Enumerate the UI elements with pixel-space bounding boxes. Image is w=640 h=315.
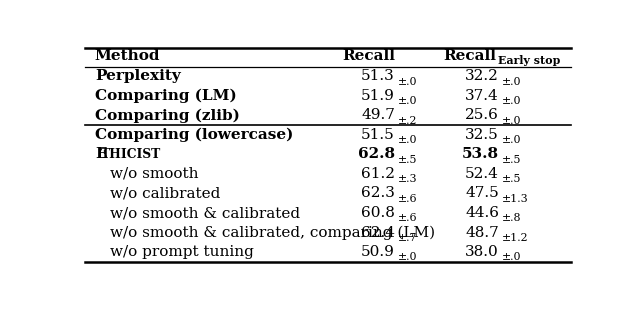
Text: w/o calibrated: w/o calibrated (110, 186, 220, 200)
Text: 47.5: 47.5 (465, 186, 499, 200)
Text: 32.5: 32.5 (465, 128, 499, 142)
Text: Comparing (zlib): Comparing (zlib) (95, 108, 240, 123)
Text: 60.8: 60.8 (361, 206, 395, 220)
Text: ±.2: ±.2 (397, 116, 417, 126)
Text: 62.3: 62.3 (361, 186, 395, 200)
Text: 62.8: 62.8 (358, 147, 395, 161)
Text: ±.5: ±.5 (502, 155, 521, 165)
Text: 38.0: 38.0 (465, 245, 499, 259)
Text: Comparing (LM): Comparing (LM) (95, 89, 237, 103)
Text: Early stop: Early stop (498, 55, 560, 66)
Text: THICIST: THICIST (101, 148, 161, 161)
Text: 25.6: 25.6 (465, 108, 499, 122)
Text: 53.8: 53.8 (462, 147, 499, 161)
Text: Recall: Recall (444, 49, 497, 63)
Text: 49.7: 49.7 (361, 108, 395, 122)
Text: w/o smooth & calibrated, comparing (LM): w/o smooth & calibrated, comparing (LM) (110, 225, 435, 240)
Text: ±.7: ±.7 (397, 233, 417, 243)
Text: ±1.2: ±1.2 (502, 233, 528, 243)
Text: 51.3: 51.3 (361, 69, 395, 83)
Text: 48.7: 48.7 (465, 226, 499, 239)
Text: 61.2: 61.2 (361, 167, 395, 181)
Text: ±.0: ±.0 (397, 96, 417, 106)
Text: ±.0: ±.0 (502, 116, 521, 126)
Text: w/o prompt tuning: w/o prompt tuning (110, 245, 253, 259)
Text: 51.5: 51.5 (361, 128, 395, 142)
Text: 50.9: 50.9 (361, 245, 395, 259)
Text: 52.4: 52.4 (465, 167, 499, 181)
Text: 44.6: 44.6 (465, 206, 499, 220)
Text: ±.5: ±.5 (397, 155, 417, 165)
Text: ±.0: ±.0 (502, 77, 521, 87)
Text: 37.4: 37.4 (465, 89, 499, 103)
Text: 62.4: 62.4 (361, 226, 395, 239)
Text: ±.8: ±.8 (502, 213, 521, 223)
Text: ±1.3: ±1.3 (502, 194, 529, 204)
Text: ±.0: ±.0 (397, 77, 417, 87)
Text: ±.6: ±.6 (397, 194, 417, 204)
Text: Comparing (lowercase): Comparing (lowercase) (95, 128, 293, 142)
Text: ±.0: ±.0 (397, 135, 417, 145)
Text: E: E (95, 147, 106, 161)
Text: ±.0: ±.0 (502, 135, 521, 145)
Text: ±.0: ±.0 (502, 252, 521, 262)
Text: Recall: Recall (342, 49, 395, 63)
Text: w/o smooth & calibrated: w/o smooth & calibrated (110, 206, 300, 220)
Text: ±.6: ±.6 (397, 213, 417, 223)
Text: w/o smooth: w/o smooth (110, 167, 198, 181)
Text: ±.0: ±.0 (502, 96, 521, 106)
Text: ±.5: ±.5 (502, 174, 521, 184)
Text: Method: Method (95, 49, 161, 63)
Text: ±.0: ±.0 (397, 252, 417, 262)
Text: ±.3: ±.3 (397, 174, 417, 184)
Text: Perplexity: Perplexity (95, 69, 180, 83)
Text: 51.9: 51.9 (361, 89, 395, 103)
Text: 32.2: 32.2 (465, 69, 499, 83)
